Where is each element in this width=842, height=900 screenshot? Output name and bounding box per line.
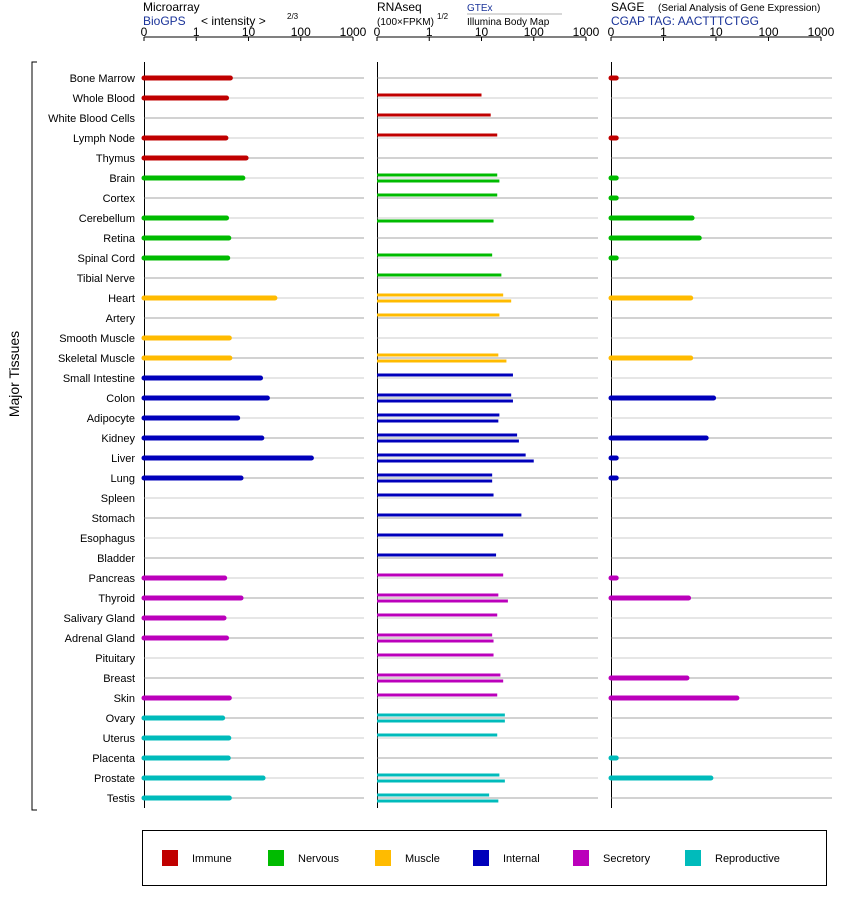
tissue-label: Placenta: [92, 753, 136, 765]
sage-tag: CGAP TAG: AACTTTCTGG: [611, 14, 759, 28]
x-tick-label-microarray: 100: [291, 25, 311, 39]
microarray-unit-label: < intensity >: [201, 14, 266, 28]
x-tick-label-rnaseq: 1: [426, 25, 433, 39]
microarray-unit-exponent: 2/3: [287, 12, 299, 21]
tissue-label: Ovary: [106, 713, 136, 725]
x-tick-label-rnaseq: 100: [524, 25, 544, 39]
tissue-label: Skin: [114, 693, 135, 705]
x-tick-label-sage: 10: [709, 25, 723, 39]
tissue-label: Stomach: [92, 513, 135, 525]
legend-box: [142, 830, 827, 886]
tissue-label: Tibial Nerve: [77, 273, 135, 285]
tissue-label: Bone Marrow: [70, 73, 135, 85]
rnaseq-source-gtex: GTEx: [467, 3, 493, 14]
legend-label-reproductive: Reproductive: [715, 853, 780, 865]
sage-title: SAGE: [611, 0, 644, 14]
x-tick-label-sage: 1000: [808, 25, 835, 39]
tissue-label: Adipocyte: [87, 413, 135, 425]
rnaseq-unit-label: (100×FPKM): [377, 17, 434, 28]
tissue-label: Liver: [111, 453, 135, 465]
tissue-label: Spleen: [101, 493, 135, 505]
x-tick-label-microarray: 0: [141, 25, 148, 39]
x-tick-label-rnaseq: 1000: [573, 25, 600, 39]
tissue-label: Bladder: [97, 553, 135, 565]
legend-label-secretory: Secretory: [603, 853, 651, 865]
x-tick-label-sage: 100: [758, 25, 778, 39]
tissue-label: Colon: [106, 393, 135, 405]
tissue-label: Salivary Gland: [63, 613, 135, 625]
tissue-label: Lymph Node: [73, 133, 135, 145]
tissue-label: Brain: [109, 173, 135, 185]
x-tick-label-microarray: 1000: [340, 25, 367, 39]
rnaseq-title: RNAseq: [377, 0, 422, 14]
tissue-label: Lung: [111, 473, 135, 485]
tissue-label: Smooth Muscle: [59, 333, 135, 345]
tissue-label: Thymus: [96, 153, 136, 165]
tissue-label: Breast: [103, 673, 135, 685]
tissue-label: Heart: [108, 293, 135, 305]
legend-swatch-immune: [162, 850, 178, 866]
legend-swatch-muscle: [375, 850, 391, 866]
tissue-label: White Blood Cells: [48, 113, 135, 125]
rnaseq-source-ibm: Illumina Body Map: [467, 17, 550, 28]
legend-swatch-reproductive: [685, 850, 701, 866]
tissue-label: Pancreas: [89, 573, 136, 585]
rnaseq-unit-exponent: 1/2: [437, 12, 449, 21]
tissue-label: Adrenal Gland: [65, 633, 135, 645]
tissue-label: Artery: [106, 313, 136, 325]
microarray-title: Microarray: [143, 0, 200, 14]
x-tick-label-sage: 0: [608, 25, 615, 39]
x-tick-label-microarray: 10: [242, 25, 256, 39]
legend-swatch-nervous: [268, 850, 284, 866]
tissue-label: Prostate: [94, 773, 135, 785]
x-tick-label-microarray: 1: [193, 25, 200, 39]
tissue-label: Whole Blood: [73, 93, 135, 105]
tissue-label: Spinal Cord: [78, 253, 135, 265]
sage-subtitle: (Serial Analysis of Gene Expression): [658, 3, 820, 14]
tissue-label: Cerebellum: [79, 213, 135, 225]
tissue-label: Small Intestine: [63, 373, 135, 385]
tissue-label: Uterus: [103, 733, 136, 745]
tissue-bracket: [31, 61, 37, 811]
tissue-label: Skeletal Muscle: [58, 353, 135, 365]
microarray-source: BioGPS: [143, 14, 186, 28]
tissue-label: Esophagus: [80, 533, 136, 545]
x-tick-label-sage: 1: [660, 25, 667, 39]
x-tick-label-rnaseq: 10: [475, 25, 489, 39]
tissue-label: Retina: [103, 233, 136, 245]
tissue-label: Cortex: [103, 193, 136, 205]
legend-swatch-secretory: [573, 850, 589, 866]
legend-label-internal: Internal: [503, 853, 540, 865]
legend-label-nervous: Nervous: [298, 853, 339, 865]
x-tick-label-rnaseq: 0: [374, 25, 381, 39]
legend-label-muscle: Muscle: [405, 853, 440, 865]
tissue-label: Kidney: [101, 433, 135, 445]
legend-swatch-internal: [473, 850, 489, 866]
tissue-label: Testis: [107, 793, 136, 805]
tissue-label: Pituitary: [95, 653, 135, 665]
tissue-label: Thyroid: [98, 593, 135, 605]
legend-label-immune: Immune: [192, 853, 232, 865]
y-axis-label: Major Tissues: [6, 331, 22, 417]
